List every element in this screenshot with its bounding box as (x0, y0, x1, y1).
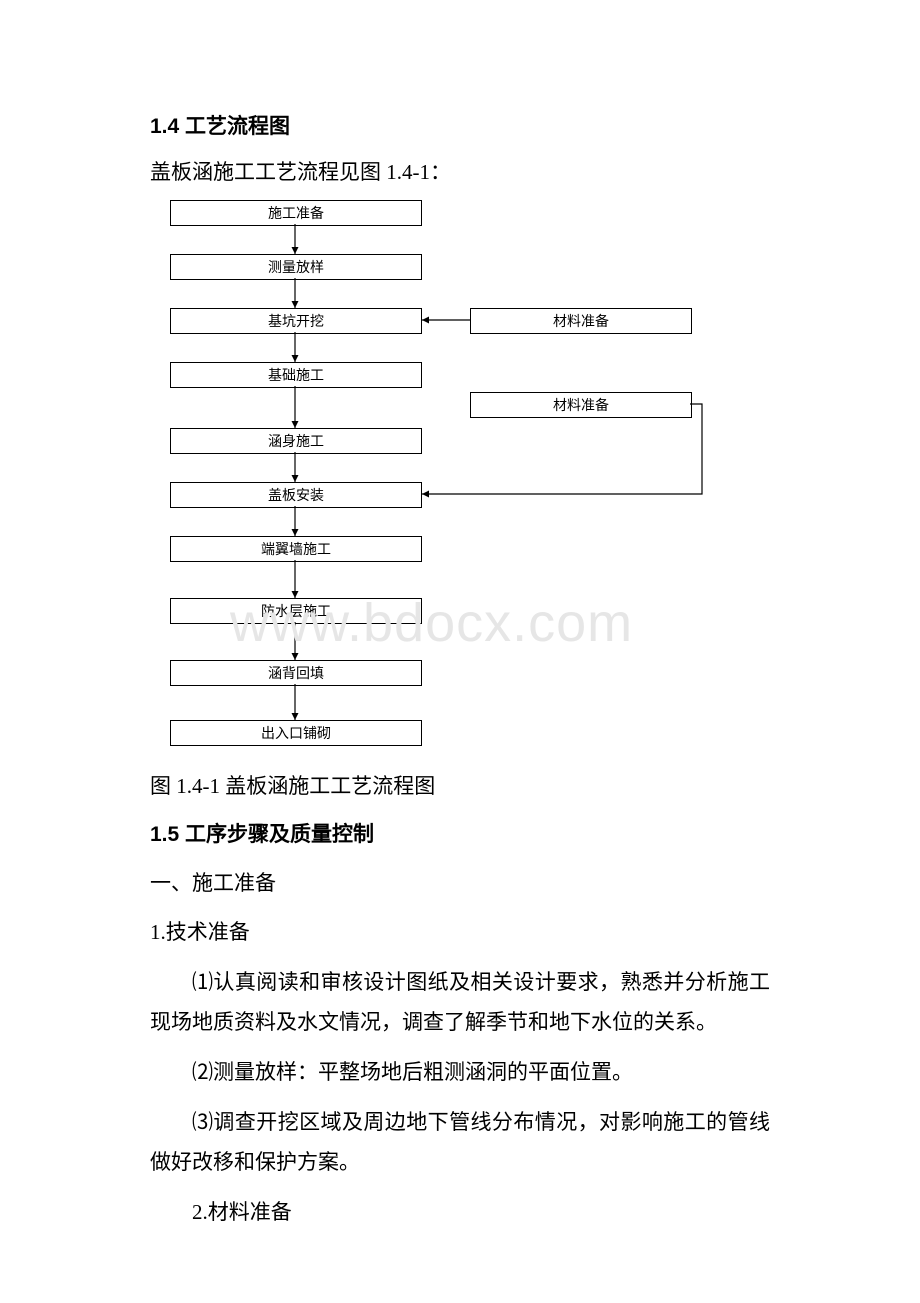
flow-node-3: 基坑开挖 (170, 308, 422, 334)
p-1-5-5: ⑶调查开挖区域及周边地下管线分布情况，对影响施工的管线做好改移和保护方案。 (150, 1103, 770, 1183)
flow-node-2: 测量放样 (170, 254, 422, 280)
intro-1-4: 盖板涵施工工艺流程见图 1.4-1： (150, 156, 770, 190)
flow-node-5: 涵身施工 (170, 428, 422, 454)
flowchart: 施工准备 测量放样 基坑开挖 基础施工 涵身施工 盖板安装 端翼墙施工 防水层施… (150, 200, 710, 760)
flow-node-8: 防水层施工 (170, 598, 422, 624)
flow-side-1: 材料准备 (470, 308, 692, 334)
heading-1-4: 1.4 工艺流程图 (150, 110, 770, 140)
flow-node-1: 施工准备 (170, 200, 422, 226)
flow-caption: 图 1.4-1 盖板涵施工工艺流程图 (150, 770, 770, 800)
p-1-5-3: ⑴认真阅读和审核设计图纸及相关设计要求，熟悉并分析施工现场地质资料及水文情况，调… (150, 963, 770, 1043)
flow-node-4: 基础施工 (170, 362, 422, 388)
heading-1-5: 1.5 工序步骤及质量控制 (150, 818, 770, 848)
flow-node-9: 涵背回填 (170, 660, 422, 686)
flow-node-7: 端翼墙施工 (170, 536, 422, 562)
flow-node-10: 出入口铺砌 (170, 720, 422, 746)
p-1-5-4: ⑵测量放样：平整场地后粗测涵洞的平面位置。 (150, 1053, 770, 1093)
p-1-5-6: 2.材料准备 (150, 1193, 770, 1233)
flow-side-2: 材料准备 (470, 392, 692, 418)
flow-node-6: 盖板安装 (170, 482, 422, 508)
p-1-5-1: 一、施工准备 (150, 864, 770, 904)
p-1-5-2: 1.技术准备 (150, 913, 770, 953)
